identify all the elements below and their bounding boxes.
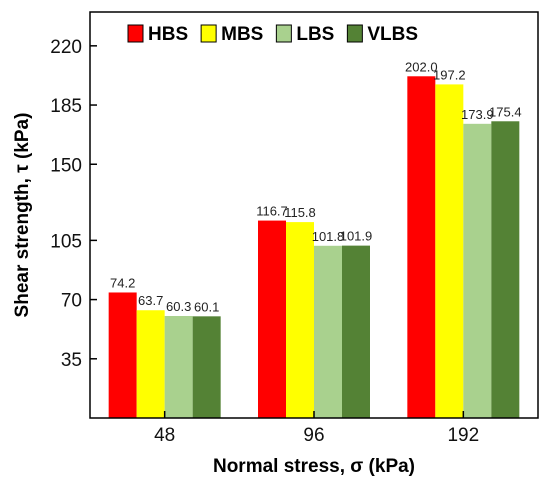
data-label: 197.2 bbox=[433, 67, 466, 82]
y-tick-label: 150 bbox=[50, 155, 82, 176]
x-tick-label: 96 bbox=[303, 425, 324, 446]
bar-mbs bbox=[286, 222, 314, 418]
data-label: 175.4 bbox=[489, 104, 522, 119]
legend-label: VLBS bbox=[367, 24, 418, 45]
bar-vlbs bbox=[491, 121, 520, 418]
data-label: 60.3 bbox=[166, 299, 191, 314]
data-label: 63.7 bbox=[138, 293, 163, 308]
y-tick-label: 220 bbox=[50, 37, 82, 58]
bar-hbs bbox=[108, 292, 137, 418]
data-label: 116.7 bbox=[256, 204, 288, 219]
legend-swatch-hbs bbox=[127, 24, 144, 43]
data-label: 173.9 bbox=[461, 107, 494, 122]
y-tick-label: 105 bbox=[50, 231, 82, 252]
bar-lbs bbox=[463, 123, 492, 419]
bar-hbs bbox=[407, 76, 436, 419]
x-axis-title: Normal stress, σ (kPa) bbox=[213, 456, 415, 477]
bar-mbs bbox=[435, 84, 464, 419]
bar-vlbs bbox=[342, 245, 370, 418]
y-axis: 35 70 105 150 185 220 bbox=[50, 37, 97, 371]
legend-label: MBS bbox=[221, 24, 263, 45]
bar-hbs bbox=[258, 220, 286, 418]
legend-label: LBS bbox=[296, 24, 334, 45]
x-tick-label: 48 bbox=[154, 425, 175, 446]
legend-swatch-vlbs bbox=[346, 24, 363, 43]
y-axis-title: Shear strength, τ (kPa) bbox=[12, 113, 33, 318]
legend-swatch-lbs bbox=[275, 24, 292, 43]
y-tick-label: 35 bbox=[61, 350, 82, 371]
bars-layer bbox=[108, 76, 520, 419]
legend-swatch-mbs bbox=[200, 24, 217, 43]
x-axis: 48 96 192 bbox=[154, 411, 479, 446]
legend: HBS MBS LBS VLBS bbox=[127, 24, 418, 45]
data-label: 202.0 bbox=[405, 59, 438, 74]
bar-vlbs bbox=[192, 316, 221, 418]
data-label: 101.8 bbox=[312, 229, 345, 244]
y-tick-label: 185 bbox=[50, 96, 82, 117]
data-label: 74.2 bbox=[110, 275, 135, 290]
data-label: 60.1 bbox=[194, 299, 219, 314]
bar-mbs bbox=[136, 310, 165, 418]
legend-label: HBS bbox=[148, 24, 188, 45]
y-tick-label: 70 bbox=[61, 291, 82, 312]
data-label: 115.8 bbox=[284, 205, 316, 220]
bar-lbs bbox=[164, 315, 193, 418]
bar-lbs bbox=[314, 245, 342, 418]
data-label: 101.9 bbox=[340, 229, 373, 244]
x-tick-label: 192 bbox=[447, 425, 479, 446]
